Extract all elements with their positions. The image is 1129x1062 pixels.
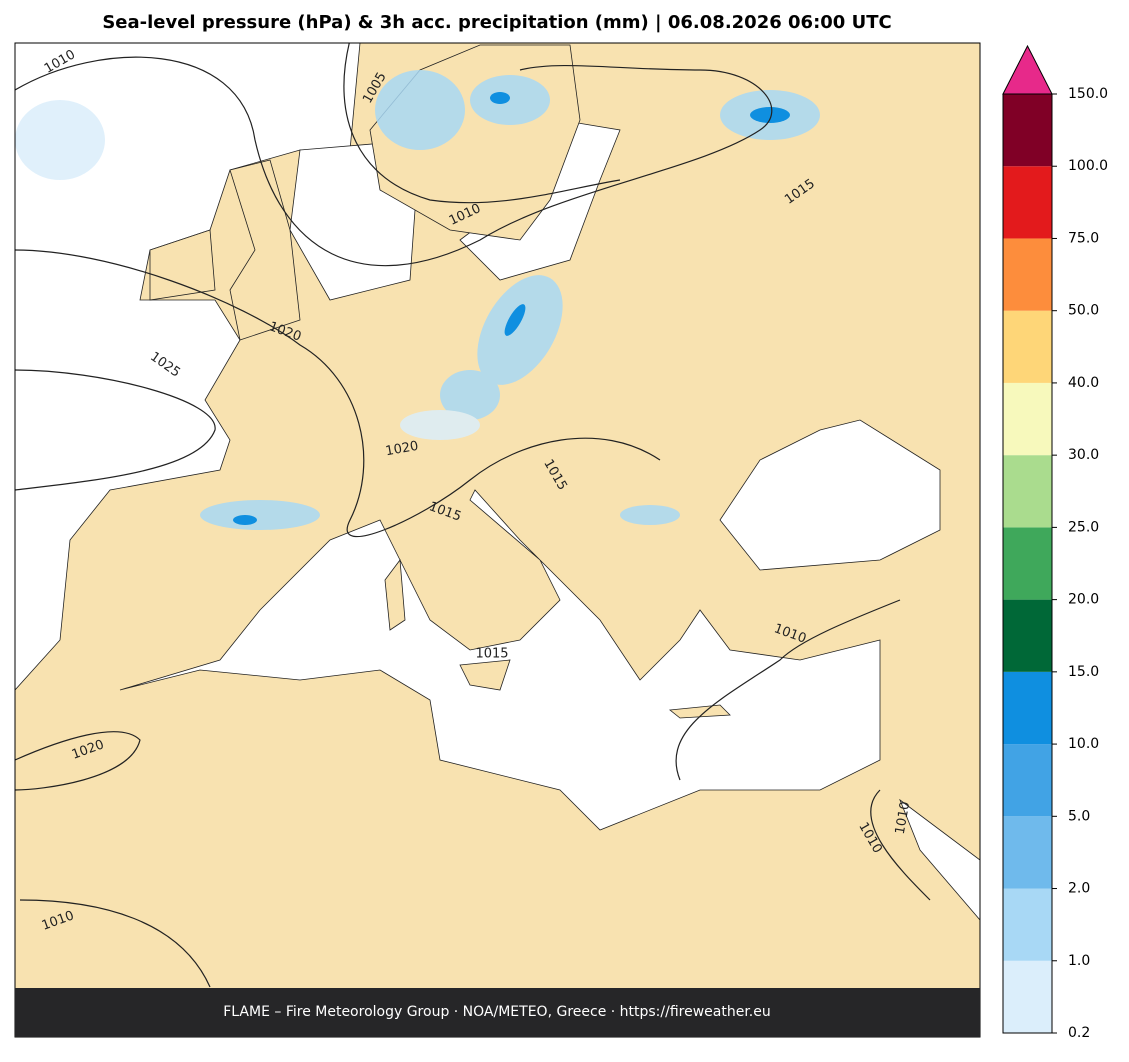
colorbar-segment [1003, 166, 1052, 239]
colorbar-segment [1003, 527, 1052, 600]
colorbar-tick-label: 50.0 [1068, 303, 1099, 319]
sicily [459, 659, 511, 691]
colorbar-tick-label: 75.0 [1068, 230, 1099, 246]
colorbar-segment [1003, 960, 1052, 1033]
colorbar-tick-label: 1.0 [1068, 953, 1090, 969]
footer-text: FLAME – Fire Meteorology Group · NOA/MET… [223, 1004, 771, 1020]
heavy-precipitation [233, 92, 790, 525]
red-sea [899, 798, 980, 921]
colorbar-tick-label: 25.0 [1068, 519, 1099, 535]
precipitation [15, 70, 820, 530]
footer-bar [15, 988, 980, 1037]
colorbar-segment [1003, 744, 1052, 817]
ireland [149, 229, 216, 301]
crete [668, 704, 731, 719]
colorbar-tick-label: 150.0 [1068, 86, 1108, 102]
colorbar-tick-label: 5.0 [1068, 808, 1090, 824]
colorbar-segment [1003, 238, 1052, 311]
colorbar-tick-label: 10.0 [1068, 736, 1099, 752]
isobar-label: 1015 [475, 647, 508, 662]
sardinia [384, 558, 406, 631]
colorbar-tick-label: 15.0 [1068, 664, 1099, 680]
isobar-label: 1020 [384, 439, 419, 460]
colorbar-segment [1003, 310, 1052, 383]
black-sea [719, 419, 941, 571]
colorbar-segment [1003, 455, 1052, 528]
colorbar-segment [1003, 888, 1052, 961]
colorbar-tick-label: 0.2 [1068, 1025, 1090, 1041]
colorbar-tick-label: 100.0 [1068, 158, 1108, 174]
colorbar-tick-label: 20.0 [1068, 592, 1099, 608]
isobar-label: 1010 [893, 800, 914, 835]
colorbar-segment [1003, 382, 1052, 456]
colorbar-extend [1002, 44, 1053, 95]
map [15, 43, 980, 1037]
colorbar-tick-label: 40.0 [1068, 375, 1099, 391]
map-title: Sea-level pressure (hPa) & 3h acc. preci… [102, 12, 891, 33]
britain [229, 159, 301, 341]
colorbar-frame [1002, 93, 1053, 1034]
colorbar-segment [1003, 94, 1052, 167]
colorbar-segment [1003, 671, 1052, 745]
colorbar-tick-label: 30.0 [1068, 447, 1099, 463]
colorbar-tick-label: 2.0 [1068, 881, 1090, 897]
colorbar: 0.2 1.0 2.0 5.0 10.0 15.0 20.0 25.0 30.0 40.0 50.0… [1002, 44, 1108, 1041]
colorbar-segment [1003, 816, 1052, 889]
isobars [15, 43, 931, 988]
mediterranean [119, 489, 881, 831]
colorbar-segment [1003, 599, 1052, 672]
